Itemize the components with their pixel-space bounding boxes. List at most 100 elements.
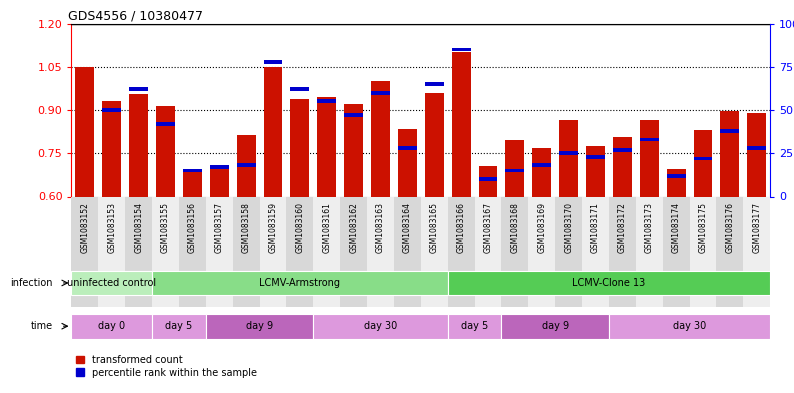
Bar bbox=[71, 270, 152, 296]
Text: GSM1083176: GSM1083176 bbox=[726, 202, 734, 253]
Text: infection: infection bbox=[10, 278, 52, 288]
Text: GSM1083163: GSM1083163 bbox=[376, 202, 385, 253]
Text: GSM1083155: GSM1083155 bbox=[161, 202, 170, 253]
Bar bbox=[152, 196, 179, 307]
Bar bbox=[559, 151, 578, 155]
Bar bbox=[183, 169, 202, 173]
Bar bbox=[586, 155, 605, 159]
Bar bbox=[152, 314, 206, 338]
Bar bbox=[287, 196, 314, 307]
Bar bbox=[75, 22, 94, 26]
Text: GSM1083157: GSM1083157 bbox=[214, 202, 224, 253]
Text: GSM1083165: GSM1083165 bbox=[430, 202, 439, 253]
Bar bbox=[506, 140, 524, 196]
Bar bbox=[506, 169, 524, 173]
Text: GSM1083173: GSM1083173 bbox=[645, 202, 653, 253]
Bar bbox=[475, 196, 502, 307]
Text: day 9: day 9 bbox=[246, 321, 273, 331]
Bar bbox=[129, 87, 148, 91]
Bar bbox=[398, 129, 417, 196]
Bar bbox=[340, 196, 367, 307]
Bar bbox=[586, 146, 605, 196]
Text: GSM1083168: GSM1083168 bbox=[511, 202, 519, 253]
Bar bbox=[210, 165, 229, 169]
Text: LCMV-Clone 13: LCMV-Clone 13 bbox=[572, 278, 646, 288]
Text: day 5: day 5 bbox=[165, 321, 193, 331]
Bar bbox=[532, 147, 551, 196]
Text: GSM1083174: GSM1083174 bbox=[672, 202, 680, 253]
Bar bbox=[233, 196, 260, 307]
Text: GSM1083153: GSM1083153 bbox=[107, 202, 116, 253]
Bar bbox=[747, 146, 766, 150]
Text: GSM1083177: GSM1083177 bbox=[752, 202, 761, 253]
Bar bbox=[502, 196, 528, 307]
Text: GSM1083154: GSM1083154 bbox=[134, 202, 143, 253]
Bar bbox=[425, 93, 444, 196]
Bar bbox=[371, 91, 390, 95]
Text: uninfected control: uninfected control bbox=[67, 278, 156, 288]
Bar bbox=[452, 52, 471, 196]
Bar bbox=[448, 314, 502, 338]
Bar bbox=[179, 196, 206, 307]
Bar bbox=[528, 196, 555, 307]
Text: LCMV-Armstrong: LCMV-Armstrong bbox=[260, 278, 341, 288]
Bar bbox=[479, 166, 497, 196]
Bar bbox=[183, 172, 202, 196]
Bar bbox=[291, 99, 310, 196]
Bar bbox=[663, 196, 689, 307]
Bar bbox=[532, 163, 551, 167]
Bar bbox=[743, 196, 770, 307]
Bar bbox=[71, 196, 98, 307]
Bar bbox=[425, 82, 444, 86]
Text: GSM1083161: GSM1083161 bbox=[322, 202, 331, 253]
Text: GSM1083162: GSM1083162 bbox=[349, 202, 358, 253]
Text: GSM1083167: GSM1083167 bbox=[484, 202, 492, 253]
Bar bbox=[479, 177, 497, 181]
Bar bbox=[694, 130, 712, 196]
Bar bbox=[448, 270, 770, 296]
Text: GSM1083164: GSM1083164 bbox=[403, 202, 412, 253]
Text: GSM1083159: GSM1083159 bbox=[268, 202, 278, 253]
Bar bbox=[613, 138, 632, 196]
Bar bbox=[152, 270, 448, 296]
Bar bbox=[237, 163, 256, 167]
Bar bbox=[559, 120, 578, 196]
Bar bbox=[667, 174, 685, 178]
Bar bbox=[747, 113, 766, 196]
Bar bbox=[609, 196, 636, 307]
Bar bbox=[609, 314, 770, 338]
Bar bbox=[206, 196, 233, 307]
Text: GSM1083156: GSM1083156 bbox=[188, 202, 197, 253]
Bar bbox=[452, 48, 471, 51]
Bar bbox=[394, 196, 421, 307]
Bar bbox=[448, 196, 475, 307]
Bar bbox=[210, 169, 229, 196]
Text: day 30: day 30 bbox=[673, 321, 706, 331]
Bar bbox=[716, 196, 743, 307]
Bar bbox=[260, 196, 287, 307]
Bar bbox=[102, 101, 121, 196]
Text: GSM1083152: GSM1083152 bbox=[80, 202, 90, 253]
Bar bbox=[345, 113, 363, 117]
Text: GDS4556 / 10380477: GDS4556 / 10380477 bbox=[68, 9, 203, 22]
Bar bbox=[613, 148, 632, 152]
Bar bbox=[102, 108, 121, 112]
Bar bbox=[314, 314, 448, 338]
Bar bbox=[71, 314, 152, 338]
Bar bbox=[206, 314, 314, 338]
Text: day 0: day 0 bbox=[98, 321, 125, 331]
Bar bbox=[367, 196, 394, 307]
Bar bbox=[636, 196, 663, 307]
Text: GSM1083171: GSM1083171 bbox=[591, 202, 600, 253]
Bar bbox=[421, 196, 448, 307]
Text: GSM1083160: GSM1083160 bbox=[295, 202, 304, 253]
Bar bbox=[125, 196, 152, 307]
Bar bbox=[667, 169, 685, 196]
Bar bbox=[264, 60, 283, 64]
Text: GSM1083175: GSM1083175 bbox=[699, 202, 707, 253]
Text: GSM1083169: GSM1083169 bbox=[538, 202, 546, 253]
Text: day 5: day 5 bbox=[461, 321, 488, 331]
Bar bbox=[156, 106, 175, 196]
Legend: transformed count, percentile rank within the sample: transformed count, percentile rank withi… bbox=[76, 354, 257, 378]
Bar bbox=[345, 104, 363, 196]
